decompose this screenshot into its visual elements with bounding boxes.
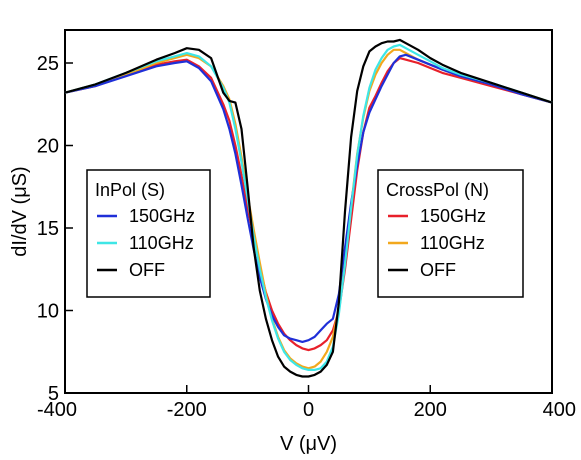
tick-layer: -400 -200 0 200 400 5 10 15 20 25	[37, 53, 576, 421]
y-tick-label: 15	[37, 218, 59, 240]
x-tick-label: 0	[303, 399, 314, 421]
x-tick-label: 400	[543, 399, 576, 421]
x-tick-label: 200	[414, 399, 447, 421]
legend-label: 150GHz	[420, 206, 486, 226]
legend-title: CrossPol (N)	[386, 180, 489, 200]
legend-left: InPol (S) 150GHz 110GHz OFF	[86, 169, 211, 298]
legend-label: OFF	[129, 260, 165, 280]
legend-label: 110GHz	[129, 233, 194, 253]
legend-box	[86, 169, 211, 298]
x-axis-title: V (μV)	[280, 433, 337, 455]
legend-layer: InPol (S) 150GHz 110GHz OFF CrossPol (N) 150G…	[86, 169, 524, 298]
y-tick-label: 20	[37, 136, 59, 158]
legend-title: InPol (S)	[95, 180, 165, 200]
legend-label: 110GHz	[420, 233, 485, 253]
legend-label: OFF	[420, 260, 456, 280]
series-line-4	[64, 38, 553, 378]
series-line-0	[64, 57, 553, 352]
x-tick-label: -200	[167, 399, 207, 421]
series-line-2	[64, 53, 553, 343]
y-tick-label: 5	[48, 383, 59, 405]
x-tick-label: -400	[37, 399, 77, 421]
series-layer	[64, 38, 553, 378]
y-tick-label: 10	[37, 301, 59, 323]
y-axis-title: dI/dV (μS)	[9, 166, 31, 256]
legend-box	[377, 169, 524, 298]
legend-right: CrossPol (N) 150GHz 110GHz OFF	[377, 169, 524, 298]
y-tick-label: 25	[37, 53, 59, 75]
legend-label: 150GHz	[129, 206, 195, 226]
